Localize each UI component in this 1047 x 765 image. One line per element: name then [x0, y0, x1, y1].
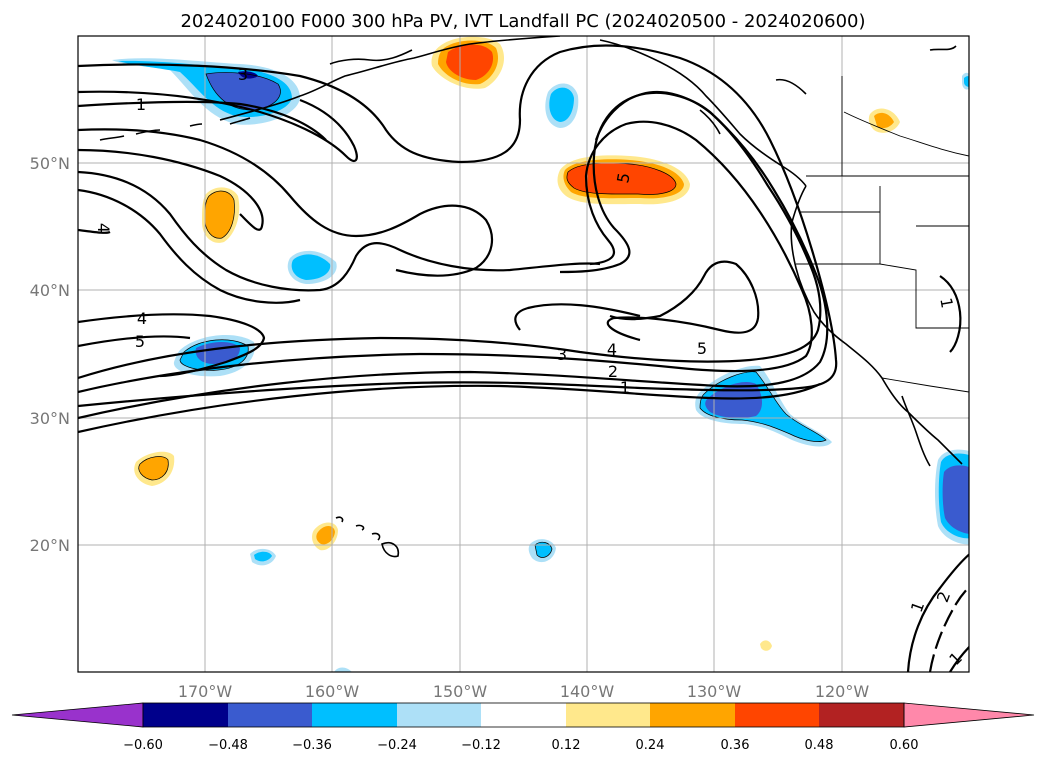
colorbar-tick-label: 0.48 [805, 738, 834, 753]
positive-anomaly-patch [760, 640, 772, 651]
negative-anomaly-patch [535, 542, 552, 558]
lon-tick-label: 140°W [560, 682, 615, 701]
pv-contour [939, 275, 962, 353]
colorbar-segment [735, 703, 819, 727]
political-borders [796, 76, 969, 393]
contour-label: 1 [936, 296, 956, 309]
positive-anomaly-patch [446, 44, 494, 80]
pv-contour [906, 553, 969, 672]
map-frame [77, 35, 970, 673]
colorbar-extend-high [903, 702, 1035, 728]
colorbar-tick-label: 0.12 [552, 738, 581, 753]
contour-label: 1 [136, 95, 146, 114]
lon-tick-label: 160°W [305, 682, 360, 701]
negative-anomaly-patch [206, 72, 281, 110]
positive-anomaly-patch [874, 112, 894, 129]
plot-title: 2024020100 F000 300 hPa PV, IVT Landfall… [180, 11, 865, 32]
pv-contour [78, 100, 327, 141]
colorbar: −0.60 −0.48 −0.36 −0.24 −0.12 0.12 0.24 … [11, 702, 1035, 753]
negative-anomaly-patch [334, 667, 352, 672]
colorbar-segment [312, 703, 397, 727]
pv-contour [928, 585, 969, 672]
lat-tick-label: 50°N [30, 154, 70, 173]
pv-contour [78, 90, 829, 420]
pv-contour [78, 91, 822, 380]
positive-anomaly-patch [316, 526, 335, 545]
negative-anomaly-patch [964, 76, 969, 87]
contour-label: 4 [607, 340, 617, 359]
lat-tick-label: 20°N [30, 536, 70, 555]
contour-label: 2 [608, 362, 618, 381]
colorbar-segment [143, 703, 228, 727]
pv-contour [78, 148, 264, 231]
colorbar-segment [566, 703, 650, 727]
contour-label: 5 [135, 332, 145, 351]
positive-anomaly-patch [138, 456, 169, 480]
colorbar-tick-label: −0.60 [123, 738, 163, 753]
coastlines [99, 36, 963, 558]
pv-contour [949, 645, 969, 672]
pv-contour [78, 44, 838, 408]
pv-contours [78, 44, 969, 672]
pv-contour [78, 383, 821, 434]
colorbar-tick-label: −0.24 [377, 738, 417, 753]
lon-tick-label: 120°W [815, 682, 870, 701]
colorbar-frame [142, 702, 905, 728]
colorbar-segment [650, 703, 735, 727]
longitude-labels: 170°W 160°W 150°W 140°W 130°W 120°W [178, 682, 870, 701]
lat-tick-label: 40°N [30, 281, 70, 300]
contour-label: 1 [620, 378, 630, 397]
pv-contour [514, 303, 641, 331]
lon-tick-label: 130°W [687, 682, 742, 701]
contour-label: 4 [94, 223, 113, 233]
contour-label: 5 [697, 339, 707, 358]
contour-label: 3 [238, 65, 248, 84]
lon-tick-label: 150°W [433, 682, 488, 701]
pv-contour [78, 228, 111, 234]
latitude-labels: 50°N 40°N 30°N 20°N [30, 154, 70, 555]
colorbar-tick-label: −0.36 [292, 738, 332, 753]
pv-contour [78, 188, 301, 304]
pv-contour [78, 335, 191, 348]
pv-contour [78, 90, 358, 163]
colorbar-tick-label: 0.60 [890, 738, 919, 753]
contour-label: 5 [613, 171, 633, 184]
colorbar-segment [819, 703, 904, 727]
colorbar-tick-label: 0.24 [636, 738, 665, 753]
map-panel: 1 3 4 5 3 4 5 2 1 5 4 1 1 2 1 [77, 35, 970, 673]
negative-anomaly-patch [942, 465, 969, 534]
lat-tick-label: 30°N [30, 409, 70, 428]
negative-anomaly-patch [291, 254, 331, 280]
pv-contour [78, 128, 494, 277]
colorbar-tick-label: −0.12 [461, 738, 501, 753]
colorbar-segment [481, 703, 566, 727]
negative-anomaly-patch [549, 87, 574, 122]
colorbar-segment [397, 703, 481, 727]
lon-tick-label: 170°W [178, 682, 233, 701]
pv-contour [78, 170, 601, 292]
negative-anomaly-patch [238, 71, 258, 79]
colorbar-tick-label: −0.48 [208, 738, 248, 753]
colorbar-extend-low [11, 702, 144, 728]
colorbar-tick-label: 0.36 [721, 738, 750, 753]
contour-label: 4 [137, 309, 147, 328]
negative-anomaly-patch [254, 551, 272, 562]
pv-contour [78, 120, 813, 394]
contour-label: 3 [557, 345, 567, 364]
pv-contour [606, 260, 760, 342]
positive-anomaly-patch [205, 191, 235, 239]
colorbar-segment [228, 703, 312, 727]
